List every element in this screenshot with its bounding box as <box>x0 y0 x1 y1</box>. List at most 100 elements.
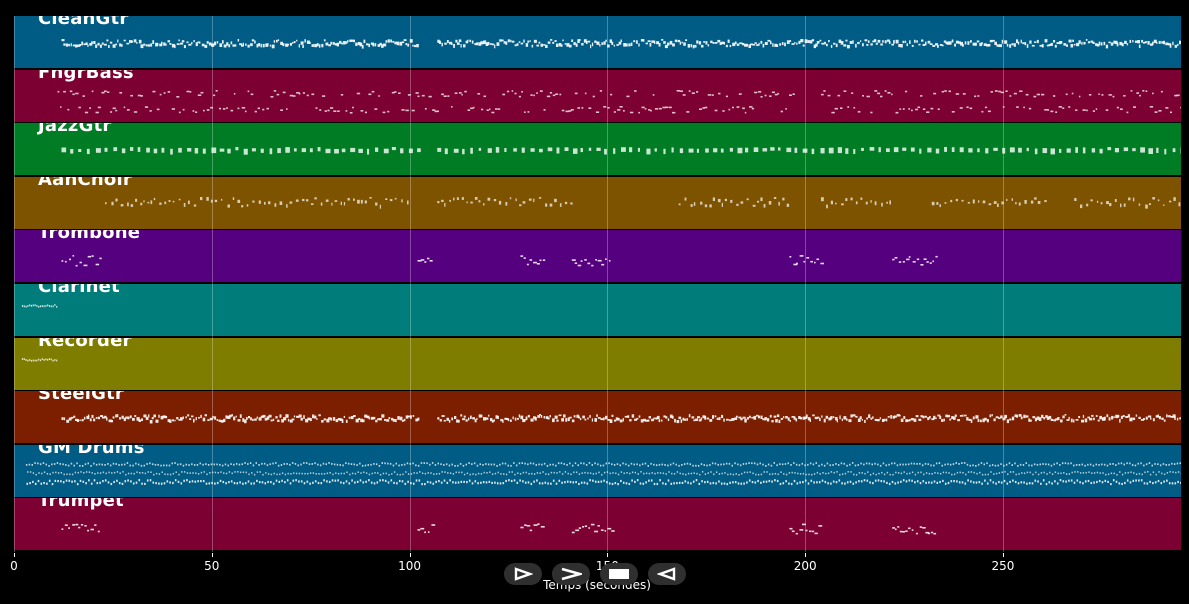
note <box>121 148 126 154</box>
note <box>493 419 495 422</box>
note <box>669 40 673 45</box>
note <box>60 479 62 483</box>
track-lane[interactable]: Clarinet <box>14 284 1181 336</box>
track-lane[interactable]: Trumpet <box>14 498 1181 551</box>
note <box>791 43 795 45</box>
note <box>622 481 625 484</box>
note <box>1115 40 1118 45</box>
note <box>1037 473 1040 476</box>
note <box>463 473 466 476</box>
note <box>417 260 422 262</box>
track-lane[interactable]: CleanGtr <box>14 16 1181 68</box>
note <box>150 471 152 473</box>
note <box>767 418 770 422</box>
note <box>1154 462 1156 465</box>
note <box>239 471 242 473</box>
note <box>891 43 894 46</box>
note <box>1123 463 1125 466</box>
note <box>140 94 143 97</box>
note <box>870 111 873 113</box>
track-lane[interactable]: SteelGtr <box>14 391 1181 444</box>
note <box>418 479 421 482</box>
stop-button[interactable] <box>600 563 638 585</box>
note <box>443 479 446 482</box>
note <box>1166 479 1168 482</box>
note <box>115 43 118 46</box>
note <box>751 107 755 109</box>
note <box>212 416 214 419</box>
note <box>1098 479 1101 482</box>
note <box>702 106 705 109</box>
note <box>954 43 956 47</box>
note <box>539 148 543 153</box>
note <box>379 204 381 209</box>
note <box>667 42 670 46</box>
note <box>1025 93 1029 96</box>
note <box>545 416 549 420</box>
note <box>543 462 546 465</box>
note <box>32 359 34 361</box>
note <box>144 472 147 474</box>
note <box>904 40 907 43</box>
note <box>828 417 832 421</box>
note <box>836 470 838 473</box>
note <box>304 39 306 43</box>
note <box>1041 93 1045 95</box>
note <box>886 481 888 484</box>
note <box>815 461 817 464</box>
note <box>360 472 362 474</box>
note <box>219 107 222 109</box>
note <box>91 90 94 92</box>
track-lane[interactable]: AahChoir <box>14 176 1181 229</box>
note <box>695 464 697 467</box>
note <box>1084 480 1087 483</box>
play-button[interactable] <box>504 563 542 585</box>
note <box>1081 463 1083 466</box>
note <box>1134 40 1138 43</box>
note <box>381 414 385 418</box>
note <box>243 148 248 155</box>
note <box>1143 418 1145 421</box>
note <box>239 414 242 419</box>
note <box>737 482 740 485</box>
note <box>1068 105 1071 108</box>
track-lane[interactable]: Recorder <box>14 337 1181 390</box>
note <box>429 463 431 466</box>
note <box>1043 471 1045 474</box>
note <box>278 480 281 483</box>
note <box>623 109 625 112</box>
note <box>906 258 910 261</box>
note <box>250 43 253 47</box>
note <box>959 147 964 153</box>
note <box>417 148 421 153</box>
note <box>592 95 595 97</box>
note <box>216 419 219 422</box>
note <box>1147 41 1150 45</box>
note <box>268 201 271 204</box>
note <box>365 472 368 474</box>
note <box>1095 415 1098 418</box>
note <box>308 41 311 44</box>
note <box>1031 44 1035 47</box>
note <box>1029 40 1032 44</box>
note <box>953 473 956 475</box>
note <box>603 41 606 45</box>
note <box>549 415 551 418</box>
note <box>449 472 452 474</box>
grid-line <box>409 16 411 552</box>
note <box>200 91 204 94</box>
track-lane[interactable]: GM Drums <box>14 444 1181 497</box>
rewind-button[interactable] <box>648 563 686 585</box>
note <box>699 107 703 110</box>
fast-forward-button[interactable] <box>552 563 590 585</box>
note <box>859 416 862 420</box>
note <box>939 44 943 46</box>
track-lane[interactable]: Trombone <box>14 230 1181 283</box>
note <box>289 419 293 423</box>
note <box>261 462 263 465</box>
note <box>357 471 359 473</box>
note <box>658 107 662 110</box>
track-lane[interactable]: JazzGtr <box>14 123 1181 176</box>
note <box>1132 417 1136 421</box>
track-lane[interactable]: FngrBass <box>14 69 1181 122</box>
